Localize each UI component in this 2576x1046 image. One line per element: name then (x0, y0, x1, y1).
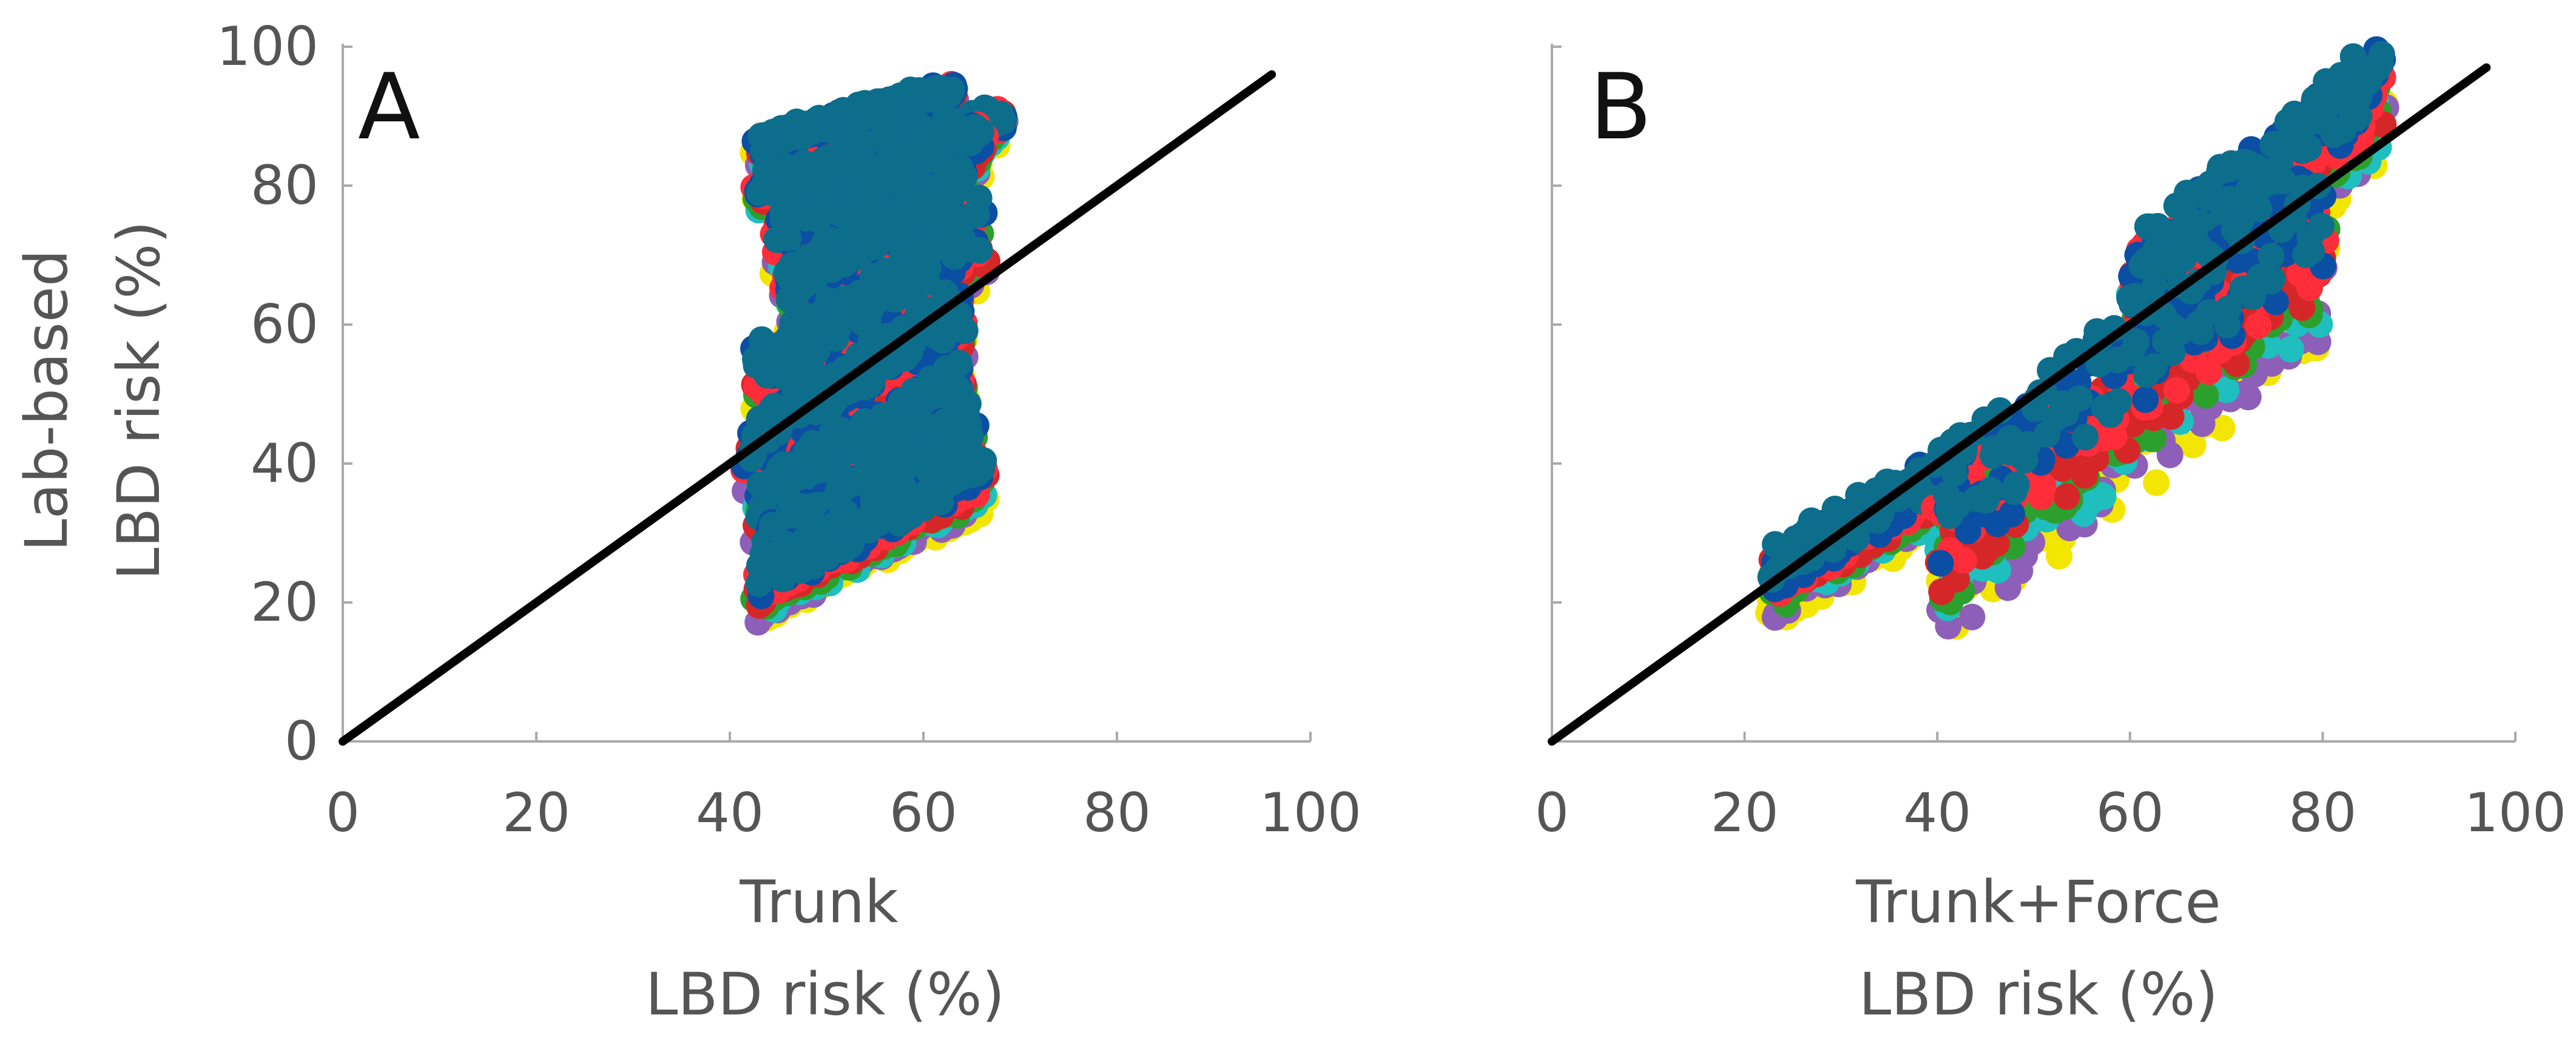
panel-a-points (730, 70, 1019, 636)
figure-ylabel-line1: Lab-based (13, 249, 81, 552)
panel-a-point (963, 201, 990, 228)
panel-a-point (987, 100, 1014, 127)
panel-a-point (946, 154, 974, 181)
figure-ylabel-line2: LBD risk (%) (105, 221, 173, 580)
panel-a-point (968, 118, 995, 146)
panel-a-point (958, 235, 985, 263)
panel-a-point (936, 82, 962, 109)
